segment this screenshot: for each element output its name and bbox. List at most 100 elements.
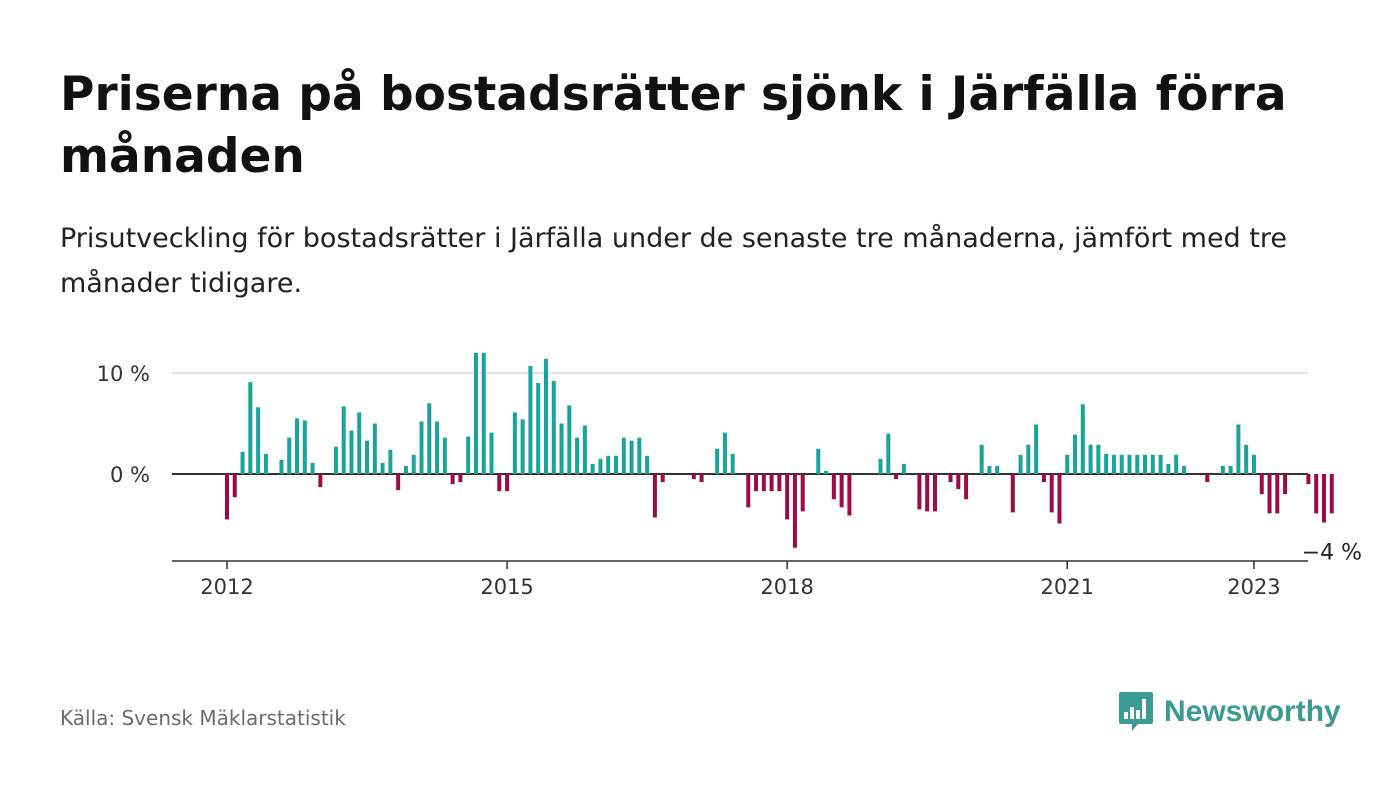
bar	[1104, 453, 1109, 474]
bar-chart: 10 % 0 % 2012 2015 2018 2021 2023 −4 %	[97, 352, 1362, 599]
bar	[466, 436, 471, 474]
bar	[1150, 454, 1155, 474]
bar	[1259, 474, 1264, 495]
bar	[279, 459, 284, 474]
bar	[932, 474, 937, 512]
bar	[380, 462, 385, 474]
bar	[777, 474, 782, 492]
bar	[551, 381, 556, 474]
bar	[1174, 454, 1179, 474]
bar	[1127, 454, 1132, 474]
bar	[1236, 424, 1241, 474]
bar	[232, 474, 237, 498]
bar	[715, 448, 720, 474]
bar	[497, 474, 502, 492]
bar	[536, 383, 541, 474]
x-tick-label: 2021	[1041, 575, 1094, 599]
bar	[1329, 474, 1334, 514]
bar	[987, 465, 992, 474]
bar	[652, 474, 657, 518]
bar	[1073, 434, 1078, 474]
bar	[754, 474, 759, 492]
bar	[800, 474, 805, 512]
bar	[847, 474, 852, 516]
bar	[1166, 463, 1171, 474]
bar	[505, 474, 510, 492]
bar	[520, 419, 525, 474]
bar	[248, 382, 253, 474]
bar	[886, 433, 891, 474]
bar	[512, 412, 517, 474]
bar	[761, 474, 766, 492]
bar	[1181, 465, 1186, 474]
bar	[1321, 474, 1326, 523]
bar	[878, 458, 883, 474]
bar	[824, 470, 829, 474]
x-tick-label: 2023	[1227, 575, 1280, 599]
bar	[1041, 474, 1046, 483]
bar	[1205, 474, 1210, 483]
y-tick-label: 0 %	[110, 463, 150, 487]
bar	[1111, 454, 1116, 474]
bar	[582, 425, 587, 474]
bar	[645, 455, 650, 474]
x-tick-label: 2012	[200, 575, 253, 599]
bar	[722, 432, 727, 474]
newsworthy-logo-icon	[1119, 692, 1153, 731]
bar	[419, 421, 424, 474]
bar	[660, 474, 665, 483]
bar	[621, 437, 626, 474]
bar	[458, 474, 463, 483]
x-tick-label: 2015	[480, 575, 533, 599]
bar	[333, 446, 338, 474]
bar	[489, 432, 494, 474]
source-note: Källa: Svensk Mäklarstatistik	[60, 706, 346, 730]
bar	[785, 474, 790, 520]
bar	[1158, 454, 1163, 474]
bar	[225, 474, 229, 520]
bar	[310, 462, 315, 474]
bar	[302, 420, 307, 474]
bar	[590, 463, 595, 474]
bar	[357, 412, 362, 474]
bar	[1251, 454, 1256, 474]
bar	[1244, 444, 1249, 474]
bar	[396, 474, 401, 491]
bar	[388, 449, 393, 474]
bar	[341, 406, 346, 474]
last-value-annotation: −4 %	[1302, 540, 1362, 565]
axis-layer: 10 % 0 % 2012 2015 2018 2021 2023 −4 %	[97, 362, 1362, 599]
bar	[240, 451, 245, 474]
bar	[567, 405, 572, 474]
bar	[481, 352, 486, 474]
bar	[318, 474, 323, 488]
bar	[839, 474, 844, 508]
bar	[1080, 404, 1085, 474]
bar	[1088, 444, 1093, 474]
bar	[792, 474, 797, 548]
bar	[1119, 454, 1124, 474]
bar	[1228, 465, 1233, 474]
chart-title: Priserna på bostadsrätter sjönk i Järfäl…	[60, 67, 1287, 184]
bar	[295, 418, 300, 474]
bar	[894, 474, 899, 480]
bar	[925, 474, 930, 512]
bar	[1026, 444, 1031, 474]
bar	[637, 437, 642, 474]
bar	[442, 437, 447, 474]
bar	[606, 455, 611, 474]
bar	[1049, 474, 1054, 513]
bar	[769, 474, 774, 492]
bar	[435, 421, 440, 474]
bar	[1057, 474, 1062, 524]
bar	[1034, 424, 1039, 474]
bar	[1314, 474, 1319, 514]
bar	[1275, 474, 1280, 514]
bar	[403, 465, 408, 474]
bar	[901, 463, 906, 474]
bar	[1306, 474, 1311, 485]
bar	[528, 365, 533, 474]
bar	[575, 437, 580, 474]
bar	[831, 474, 836, 500]
brand-logo[interactable]: Newsworthy	[1118, 690, 1341, 734]
